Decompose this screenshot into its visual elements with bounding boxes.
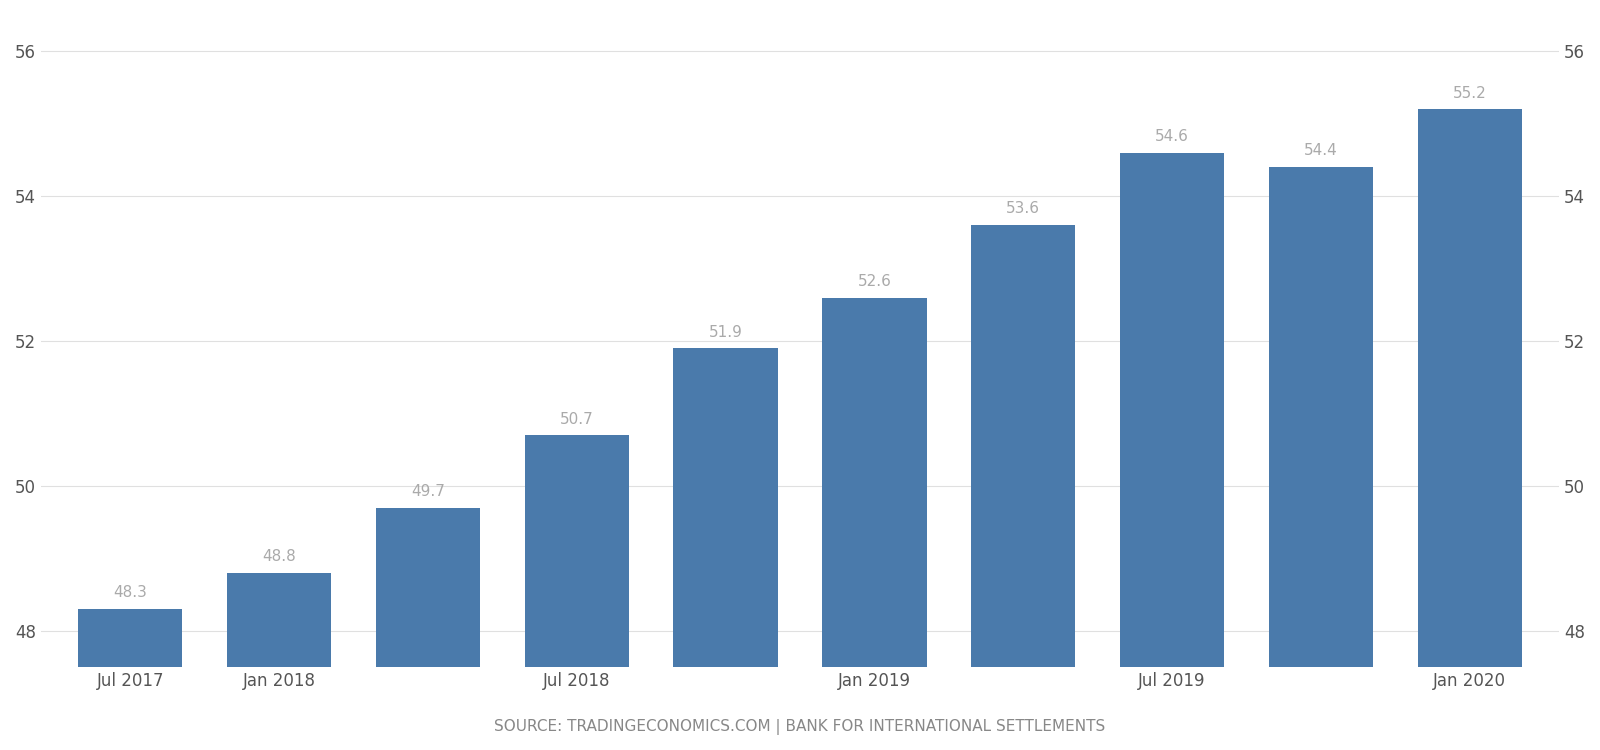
Bar — [1418, 110, 1522, 750]
Bar — [822, 298, 926, 750]
Text: 55.2: 55.2 — [1453, 86, 1486, 100]
Bar — [971, 225, 1075, 750]
Bar — [1120, 153, 1224, 750]
Bar — [376, 508, 480, 750]
Bar — [674, 348, 778, 750]
Text: 49.7: 49.7 — [411, 484, 445, 499]
Text: 48.8: 48.8 — [262, 549, 296, 564]
Text: 48.3: 48.3 — [114, 586, 147, 601]
Text: 52.6: 52.6 — [858, 274, 891, 289]
Bar — [1269, 167, 1373, 750]
Text: 53.6: 53.6 — [1006, 202, 1040, 217]
Text: 50.7: 50.7 — [560, 412, 594, 427]
Text: SOURCE: TRADINGECONOMICS.COM | BANK FOR INTERNATIONAL SETTLEMENTS: SOURCE: TRADINGECONOMICS.COM | BANK FOR … — [494, 719, 1106, 735]
Text: 51.9: 51.9 — [709, 325, 742, 340]
Bar — [227, 573, 331, 750]
Text: 54.4: 54.4 — [1304, 143, 1338, 158]
Text: 54.6: 54.6 — [1155, 129, 1189, 144]
Bar — [78, 609, 182, 750]
Bar — [525, 435, 629, 750]
